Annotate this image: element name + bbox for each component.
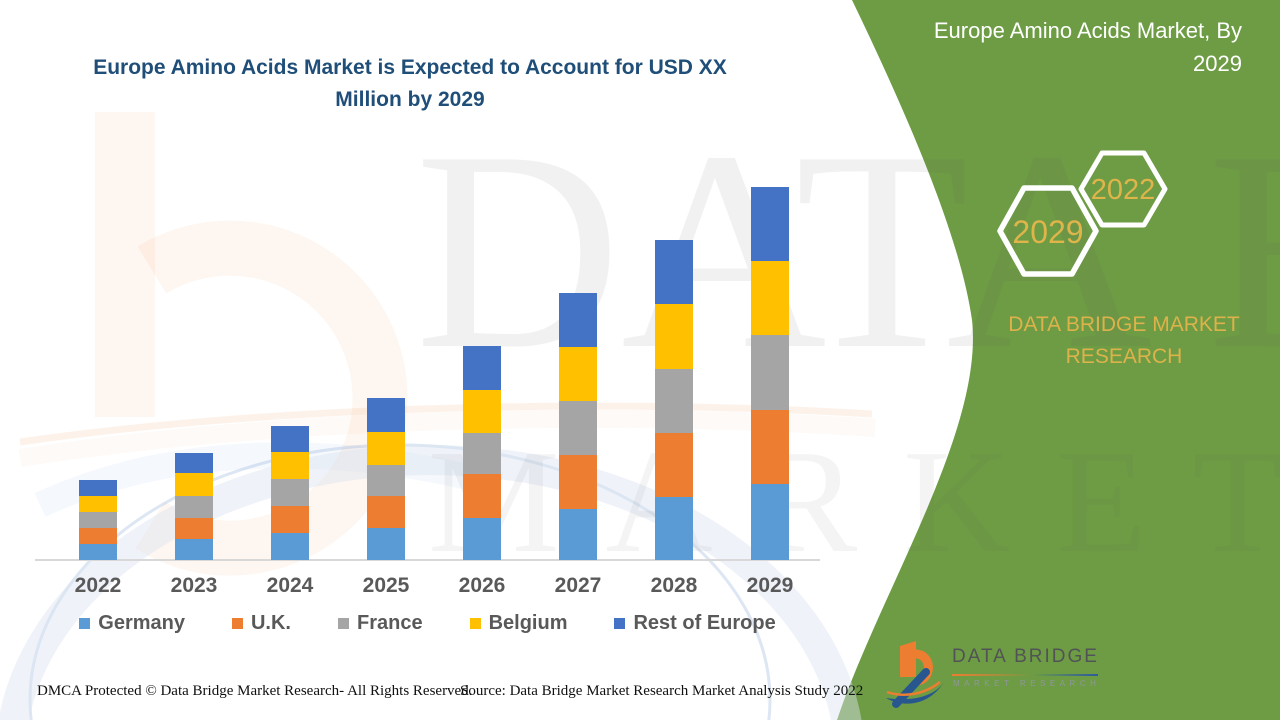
x-axis-label: 2023 [170, 574, 218, 597]
bar-segment [559, 509, 597, 560]
legend-item: U.K. [231, 612, 291, 635]
bar-segment [271, 452, 309, 479]
bar-segment [79, 496, 117, 512]
bar-segment [559, 401, 597, 455]
bar-segment [79, 544, 117, 560]
bar-segment [271, 533, 309, 560]
legend: Germany U.K. France Belgium Rest of Europe [35, 612, 820, 635]
x-axis-line [35, 559, 820, 561]
legend-swatch [231, 618, 243, 629]
bar-segment [655, 369, 693, 433]
brand-text: DATA BRIDGE MARKET RESEARCH [1003, 309, 1245, 373]
legend-swatch [79, 618, 91, 629]
x-axis-label: 2029 [746, 574, 794, 597]
bar-segment [751, 335, 789, 410]
logo-name: DATA BRIDGE [952, 646, 1099, 667]
footer-dmca: DMCA Protected © Data Bridge Market Rese… [37, 683, 473, 699]
bar-segment [751, 187, 789, 261]
hexagon-2029 [997, 185, 1099, 277]
chart-title-line2: Million by 2029 [335, 88, 485, 111]
bar-segment [175, 518, 213, 539]
bar-segment [655, 433, 693, 497]
bar-segment [751, 410, 789, 484]
bar-segment [79, 480, 117, 496]
chart-title: Europe Amino Acids Market is Expected to… [60, 52, 760, 116]
logo-tagline: MARKET RESEARCH [953, 679, 1101, 688]
bar-segment [175, 453, 213, 473]
legend-item: Germany [79, 612, 185, 635]
legend-label: France [356, 612, 423, 634]
bar-segment [175, 539, 213, 560]
bar-segment [79, 528, 117, 544]
x-axis-label: 2026 [458, 574, 506, 597]
bar-segment [655, 304, 693, 369]
bar-segment [367, 496, 405, 528]
bar-segment [367, 432, 405, 465]
legend-item: France [337, 612, 423, 635]
hexagon-2029-label: 2029 [1012, 214, 1083, 250]
bar-segment [271, 506, 309, 533]
bar-segment [751, 484, 789, 560]
footer-source: Source: Data Bridge Market Research Mark… [460, 683, 864, 699]
bar-segment [271, 479, 309, 506]
x-axis-label: 2028 [650, 574, 698, 597]
brand-text-line2: RESEARCH [1065, 345, 1183, 368]
bar-segment [559, 293, 597, 347]
legend-swatch [614, 618, 626, 629]
bar-segment [655, 497, 693, 560]
legend-label: Belgium [488, 612, 568, 634]
bar-segment [175, 496, 213, 518]
legend-label: Germany [98, 612, 185, 634]
legend-swatch [337, 618, 349, 629]
legend-label: Rest of Europe [633, 612, 776, 634]
bar-segment [463, 474, 501, 518]
logo-divider [952, 674, 1098, 676]
bar-segment [175, 473, 213, 496]
x-axis-label: 2024 [266, 574, 314, 597]
bar-segment [463, 518, 501, 560]
chart-title-line1: Europe Amino Acids Market is Expected to… [93, 56, 727, 79]
bar-segment [463, 346, 501, 390]
hexagon-2022-label: 2022 [1091, 174, 1156, 206]
x-axis-label: 2022 [74, 574, 122, 597]
bar-segment [367, 398, 405, 432]
panel-title: Europe Amino Acids Market, By 2029 [880, 14, 1242, 80]
bar-segment [655, 240, 693, 304]
hexagon-2022 [1078, 150, 1168, 228]
x-axis-label: 2025 [362, 574, 410, 597]
databridge-logo: DATA BRIDGE MARKET RESEARCH [885, 632, 1115, 710]
brand-text-line1: DATA BRIDGE MARKET [1008, 313, 1240, 336]
panel-title-line2: 2029 [1193, 51, 1242, 76]
x-axis-label: 2027 [554, 574, 602, 597]
legend-item: Rest of Europe [614, 612, 776, 635]
panel-title-line1: Europe Amino Acids Market, By [933, 18, 1242, 43]
bar-segment [463, 390, 501, 433]
legend-swatch [469, 618, 481, 629]
bar-segment [367, 528, 405, 560]
bar-segment [271, 426, 309, 452]
bar-segment [79, 512, 117, 528]
legend-label: U.K. [250, 612, 291, 634]
bar-segment [367, 465, 405, 496]
databridge-logo-icon [886, 641, 944, 708]
bar-segment [751, 261, 789, 335]
bar-segment [559, 455, 597, 509]
legend-item: Belgium [469, 612, 568, 635]
bar-segment [463, 433, 501, 474]
bar-segment [559, 347, 597, 401]
